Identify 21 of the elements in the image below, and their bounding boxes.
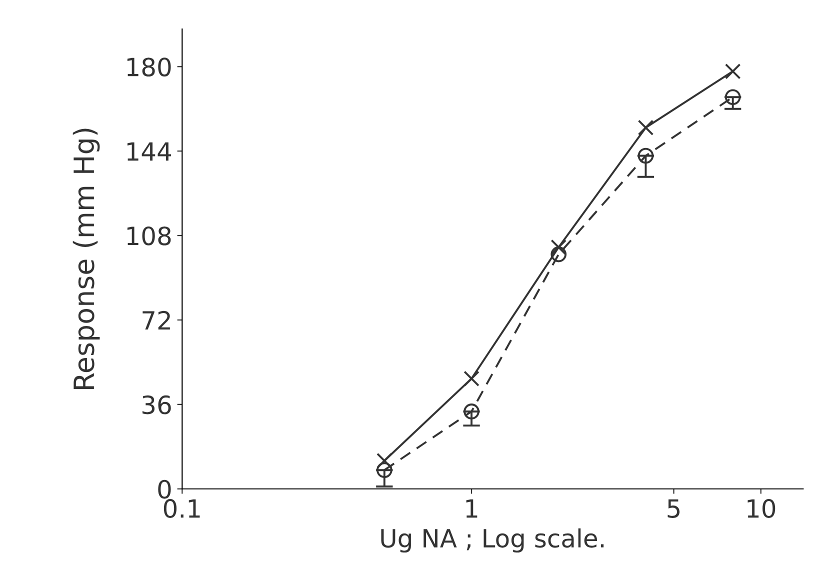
y-tick-label: 180 [127, 58, 171, 76]
point [464, 404, 480, 420]
point [638, 120, 654, 136]
point [464, 370, 480, 387]
y-tick-label: 108 [127, 226, 171, 246]
point [724, 63, 741, 80]
x-tick-label: 10 [748, 499, 776, 518]
x-axis-title: Ug NA ; Log scale. [381, 528, 604, 553]
x-tick-label: 5 [668, 499, 680, 518]
point [550, 246, 567, 262]
point [550, 239, 567, 256]
y-tick-label: 144 [127, 142, 172, 161]
y-tick-label: 36 [142, 395, 171, 414]
point [638, 148, 654, 164]
point [724, 89, 741, 106]
y-tick-label: 72 [142, 310, 170, 330]
y-tick-label: 0 [158, 480, 171, 499]
x-tick-label: 1 [466, 499, 478, 518]
y-axis-title: Response (mm Hg) [72, 128, 100, 389]
x-tick-label: 0.1 [164, 499, 200, 518]
point [376, 452, 392, 469]
